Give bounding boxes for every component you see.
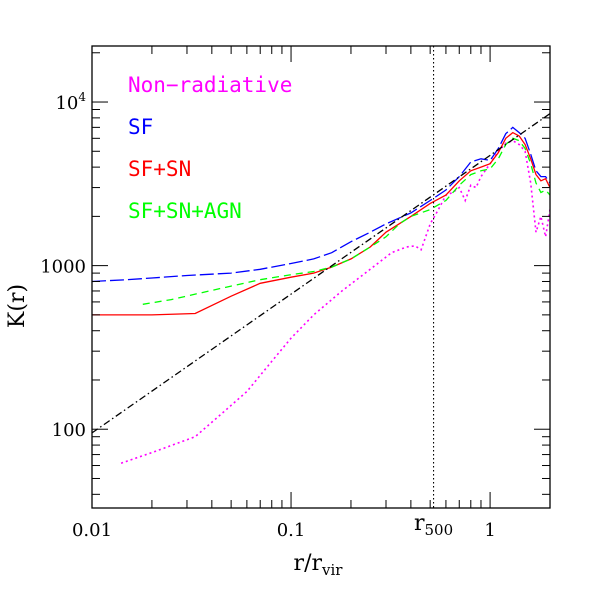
series-line-sf-sn-agn xyxy=(142,137,550,305)
xlabel-main: r/r xyxy=(294,551,323,576)
series-line-non-radiative xyxy=(120,139,550,464)
axes: 0.01 0.1 1 100 1000 104 xyxy=(40,45,551,541)
series-line-sf xyxy=(92,126,550,283)
y-tick-label: 100 xyxy=(52,420,86,441)
xlabel-sub: vir xyxy=(321,561,343,579)
legend: Non−radiative SF SF+SN SF+SN+AGN xyxy=(128,73,292,223)
plot-frame xyxy=(91,45,551,509)
vline-label-main: r xyxy=(414,511,425,536)
legend-entry-non-radiative: Non−radiative xyxy=(128,73,292,97)
plot-area xyxy=(92,46,550,508)
y-tick-label: 1000 xyxy=(40,257,86,278)
y-tick-label-exp: 4 xyxy=(78,90,86,104)
x-tick-label: 0.1 xyxy=(277,520,306,541)
series-line-sf-sn xyxy=(92,131,550,316)
vline-label-sub: 500 xyxy=(425,521,454,539)
legend-entry-sf-sn-agn: SF+SN+AGN xyxy=(128,199,242,223)
series-line-reference xyxy=(92,113,550,434)
xlabel: r/rvir xyxy=(294,551,344,579)
ylabel: K(r) xyxy=(5,284,30,328)
vline-label: r500 xyxy=(414,511,453,539)
y-tick-label: 104 xyxy=(55,90,86,114)
legend-entry-sf: SF xyxy=(128,115,153,139)
x-tick-label: 1 xyxy=(484,520,495,541)
legend-entry-sf-sn: SF+SN xyxy=(128,157,191,181)
y-tick-label-base: 10 xyxy=(55,93,78,114)
x-tick-label: 0.01 xyxy=(72,520,112,541)
